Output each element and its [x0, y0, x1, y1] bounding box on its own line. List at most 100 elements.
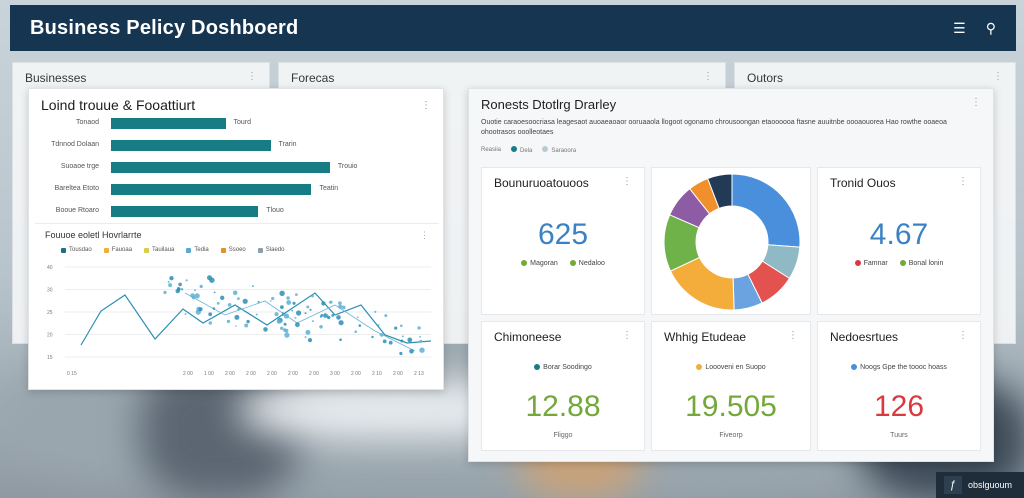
x-tick-label: 2 00 — [351, 371, 361, 377]
panel-menu-icon[interactable]: ⋮ — [247, 71, 257, 82]
legend-item: Tedia — [186, 247, 209, 253]
data-point — [227, 303, 232, 307]
data-point — [409, 349, 414, 354]
panel-menu-icon[interactable]: ⋮ — [993, 71, 1003, 82]
tile-menu-icon[interactable]: ⋮ — [622, 176, 632, 187]
bar-row: Booue Rtoaro Tlouo — [29, 205, 443, 219]
menu-icon[interactable]: ☰ — [953, 19, 966, 36]
data-point — [419, 335, 422, 338]
bar[interactable] — [111, 206, 259, 217]
data-point — [207, 275, 212, 281]
data-point — [419, 347, 425, 353]
data-point — [280, 326, 284, 330]
panel-title: Outors — [747, 71, 784, 85]
data-point — [304, 312, 307, 315]
panel-title: Forecas — [291, 71, 335, 85]
tile-legend-item: Noogs Gpe the toooc hoass — [851, 364, 947, 371]
metric-tile-nedoesrtues[interactable]: Nedoesrtues ⋮ Noogs Gpe the toooc hoass 1… — [817, 321, 981, 451]
legend-item: Dela — [511, 146, 532, 154]
data-point — [237, 297, 240, 300]
data-point — [377, 324, 380, 327]
data-point — [180, 287, 184, 291]
data-point — [208, 312, 213, 317]
data-point — [338, 304, 343, 309]
tile-value: 625 — [537, 218, 589, 251]
data-point — [328, 301, 331, 304]
legend-item: Reasiia — [481, 147, 502, 153]
donut-chart-tile[interactable] — [651, 167, 811, 315]
data-point — [246, 319, 250, 324]
line-chart-title: Fouuoe eoletl Hovrlarrte — [45, 230, 142, 240]
tile-title: Chimoneese — [494, 330, 562, 344]
tile-menu-icon[interactable]: ⋮ — [958, 330, 968, 341]
data-point — [235, 325, 237, 327]
metrics-card-legend: Reasiia Dela Saraoora — [469, 142, 993, 158]
x-tick-label: 2 00 — [309, 371, 319, 377]
x-tick-label: 2 00 — [246, 371, 256, 377]
data-point — [169, 276, 174, 281]
tile-footer: Tuurs — [890, 432, 908, 439]
data-point — [283, 313, 289, 319]
x-tick-label: 3 00 — [330, 371, 340, 377]
data-point — [331, 314, 335, 317]
x-tick-label: 1 00 — [204, 371, 214, 377]
data-point — [319, 315, 322, 318]
donut-slice-blue[interactable] — [731, 173, 801, 248]
data-point — [242, 298, 248, 304]
bar[interactable] — [111, 140, 271, 151]
x-tick-label: 2 10 — [372, 371, 382, 377]
metric-tile-revenue[interactable]: Bounuruoatouoos ⋮ 625 Magoran Nedaloo — [481, 167, 645, 315]
x-tick-label: 2 00 — [288, 371, 298, 377]
x-tick-label: 2 00 — [225, 371, 235, 377]
card-menu-icon[interactable]: ⋮ — [421, 99, 431, 111]
bar[interactable] — [111, 118, 226, 129]
series-line — [80, 292, 432, 346]
data-point — [358, 324, 362, 327]
line-chart-menu-icon[interactable]: ⋮ — [420, 230, 429, 240]
donut-slice-navy[interactable] — [707, 173, 733, 210]
data-point — [296, 310, 302, 316]
tile-value: 12.88 — [525, 390, 601, 423]
data-point — [371, 335, 374, 339]
data-point — [327, 315, 331, 320]
tile-menu-icon[interactable]: ⋮ — [788, 330, 798, 341]
data-point — [199, 284, 203, 289]
metric-tile-whhig[interactable]: Whhig Etudeae ⋮ Loooveni en Suopo 19.505 … — [651, 321, 811, 451]
y-tick-label: 20 — [47, 333, 53, 339]
data-point — [311, 294, 314, 298]
tile-title: Bounuruoatouoos — [494, 176, 589, 190]
metric-tile-chimoneese[interactable]: Chimoneese ⋮ Borar Soodingo 12.88 Fliggo — [481, 321, 645, 451]
tile-menu-icon[interactable]: ⋮ — [622, 330, 632, 341]
bar[interactable] — [111, 184, 312, 195]
data-point — [234, 314, 240, 320]
metrics-card-title: Ronests Dtotlrg Drarley — [481, 97, 617, 112]
metric-tile-trend[interactable]: Tronid Ouos ⋮ 4.67 Famnar Bonal lonin — [817, 167, 981, 315]
tile-legend-item: Famnar — [854, 260, 888, 267]
data-point — [255, 313, 258, 316]
legend-item: Tauilaua — [144, 247, 174, 253]
data-point — [354, 330, 358, 333]
watermark-badge: ƒ obslguoum — [936, 472, 1024, 498]
bar-chart-card: Loind trouue & Fooattiurt ⋮ Tonaod Tourd T… — [28, 88, 444, 390]
data-point — [341, 305, 346, 310]
panel-menu-icon[interactable]: ⋮ — [703, 71, 713, 82]
tile-value: 126 — [873, 390, 925, 423]
legend-item: Tousdao — [61, 247, 92, 253]
bar[interactable] — [111, 162, 330, 173]
y-tick-label: 30 — [47, 288, 53, 294]
data-point — [257, 300, 260, 303]
series-line — [184, 292, 416, 352]
legend-item: Fauoaa — [103, 247, 132, 253]
data-point — [232, 290, 238, 296]
tile-menu-icon[interactable]: ⋮ — [958, 176, 968, 187]
search-icon[interactable]: ⚲ — [985, 19, 996, 36]
data-point — [216, 301, 220, 305]
data-point — [271, 296, 275, 301]
tile-title: Whhig Etudeae — [664, 330, 747, 344]
data-point — [319, 325, 323, 329]
badge-label: obslguoum — [968, 480, 1013, 490]
data-point — [291, 309, 294, 312]
y-tick-label: 25 — [47, 310, 53, 316]
metrics-card-menu-icon[interactable]: ⋮ — [971, 97, 981, 108]
data-point — [276, 319, 282, 324]
